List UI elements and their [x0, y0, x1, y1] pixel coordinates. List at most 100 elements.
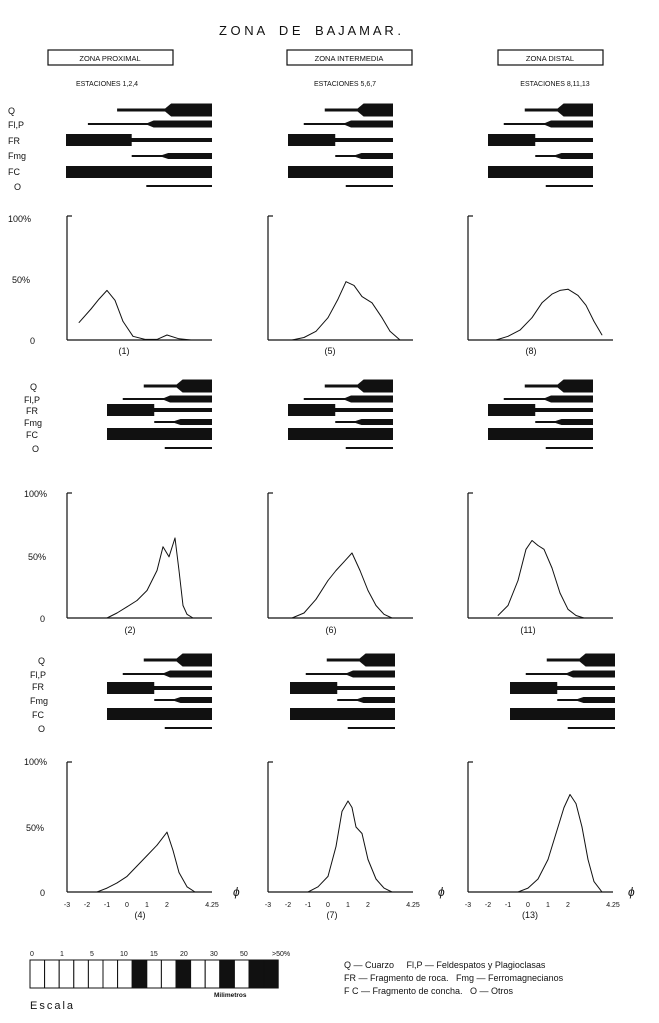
- data-point: [569, 794, 571, 795]
- y-tick-label: 50%: [26, 823, 44, 833]
- component-bar: [546, 653, 615, 667]
- stations-label-proximal: ESTACIONES 1,2,4: [76, 81, 138, 88]
- data-point: [178, 570, 180, 571]
- distribution-chart: (2): [66, 492, 212, 635]
- scale-cell: [102, 959, 119, 989]
- scale-label: >50%: [272, 951, 290, 958]
- station-label: (7): [327, 910, 338, 920]
- scale-cell: [73, 959, 89, 989]
- component-bar: [66, 166, 212, 178]
- data-point: [116, 882, 118, 884]
- x-tick-label: 0: [526, 902, 530, 909]
- data-point: [162, 546, 164, 548]
- data-point: [144, 339, 146, 340]
- component-bar: [107, 404, 155, 416]
- component-bar: [488, 404, 536, 416]
- component-labels-block-2: Q Fl,P FR Fmg FC O: [24, 382, 42, 454]
- component-label: Fl,P: [30, 670, 46, 680]
- data-point: [343, 561, 345, 563]
- data-point: [186, 613, 188, 615]
- data-point: [567, 288, 569, 290]
- station-label: (6): [326, 625, 337, 635]
- data-point: [367, 590, 369, 591]
- stations-label-distal: ESTACIONES 8,11,13: [520, 81, 589, 88]
- y-tick-label: 50%: [28, 552, 46, 562]
- scale-cell: [146, 959, 162, 989]
- series-line: [517, 794, 603, 893]
- data-point: [555, 833, 557, 834]
- component-label: Q: [8, 106, 15, 116]
- data-point: [146, 590, 148, 591]
- component-bar: [545, 447, 593, 449]
- data-point: [391, 617, 393, 619]
- data-point: [303, 612, 305, 614]
- scale-label: 15: [150, 951, 158, 958]
- data-point: [497, 615, 499, 616]
- column-header-distal: ZONA DISTAL ESTACIONES 8,11,13: [497, 49, 604, 88]
- data-point: [335, 846, 337, 847]
- data-point: [291, 617, 293, 619]
- component-bar: [524, 379, 593, 393]
- data-point: [327, 876, 329, 877]
- station-label: (5): [325, 346, 336, 356]
- x-tick-label: 1: [145, 902, 149, 909]
- data-point: [166, 831, 168, 833]
- distribution-chart: (13) -3 -2 -1 0 1 2 4.25: [465, 761, 620, 920]
- x-tick-label: -1: [505, 902, 511, 909]
- distribution-chart: (4) -3 -2 -1 0 1 2 4.25: [64, 761, 219, 920]
- component-label: FC: [26, 430, 38, 440]
- component-bar: [488, 166, 593, 178]
- scale-labels: 0 1 5 10 15 20 30 50 >50%: [30, 951, 290, 958]
- component-bar: [107, 686, 212, 690]
- data-point: [371, 302, 373, 304]
- x-tick-label: 1: [546, 902, 550, 909]
- scale-cells: [29, 959, 279, 989]
- data-point: [136, 865, 138, 867]
- data-point: [327, 580, 329, 581]
- scale-label: 5: [90, 951, 94, 958]
- data-point: [559, 592, 561, 594]
- x-tick-label: 2: [366, 902, 370, 909]
- data-point: [381, 317, 383, 319]
- x-axis-symbol: ϕ: [628, 885, 635, 899]
- component-label: Q: [30, 382, 37, 392]
- component-bar: [324, 103, 393, 117]
- x-tick-label: -2: [485, 902, 491, 909]
- component-bar: [117, 103, 212, 117]
- series-line: [291, 552, 393, 619]
- series-line: [96, 831, 196, 893]
- station-label: (8): [526, 346, 537, 356]
- series-line: [78, 289, 192, 341]
- component-bar: [290, 686, 395, 690]
- y-tick-label: 0: [30, 336, 35, 346]
- y-tick-labels: 100% 50% 0 100% 50% 0 100% 50% 0: [8, 214, 47, 898]
- scale-cell: [248, 959, 265, 989]
- scale-cell: [58, 959, 75, 989]
- component-label: O: [32, 444, 39, 454]
- component-label: O: [38, 724, 45, 734]
- component-label: Fmg: [8, 151, 26, 161]
- component-bar: [288, 408, 393, 412]
- data-point: [291, 339, 293, 341]
- data-point: [353, 285, 355, 286]
- series-line: [497, 540, 585, 619]
- data-point: [315, 330, 317, 332]
- data-point: [537, 545, 539, 546]
- distribution-chart: (1): [66, 215, 212, 356]
- data-point: [543, 548, 545, 550]
- data-point: [174, 537, 176, 539]
- data-point: [495, 339, 497, 341]
- component-bar: [290, 708, 395, 720]
- data-point: [517, 891, 519, 893]
- component-bar: [146, 185, 212, 187]
- scale-cell: [29, 959, 46, 989]
- component-bar: [290, 682, 338, 694]
- x-tick-label: 2: [566, 902, 570, 909]
- scale-bar: 0 1 5 10 15 20 30 50 >50% Escala Milimetros: [29, 951, 290, 1012]
- x-tick-label: -3: [465, 902, 471, 909]
- data-point: [351, 552, 353, 554]
- distribution-chart: (5): [267, 215, 413, 356]
- component-bar: [535, 419, 593, 425]
- data-point: [327, 317, 329, 319]
- scale-unit: Milimetros: [214, 992, 247, 999]
